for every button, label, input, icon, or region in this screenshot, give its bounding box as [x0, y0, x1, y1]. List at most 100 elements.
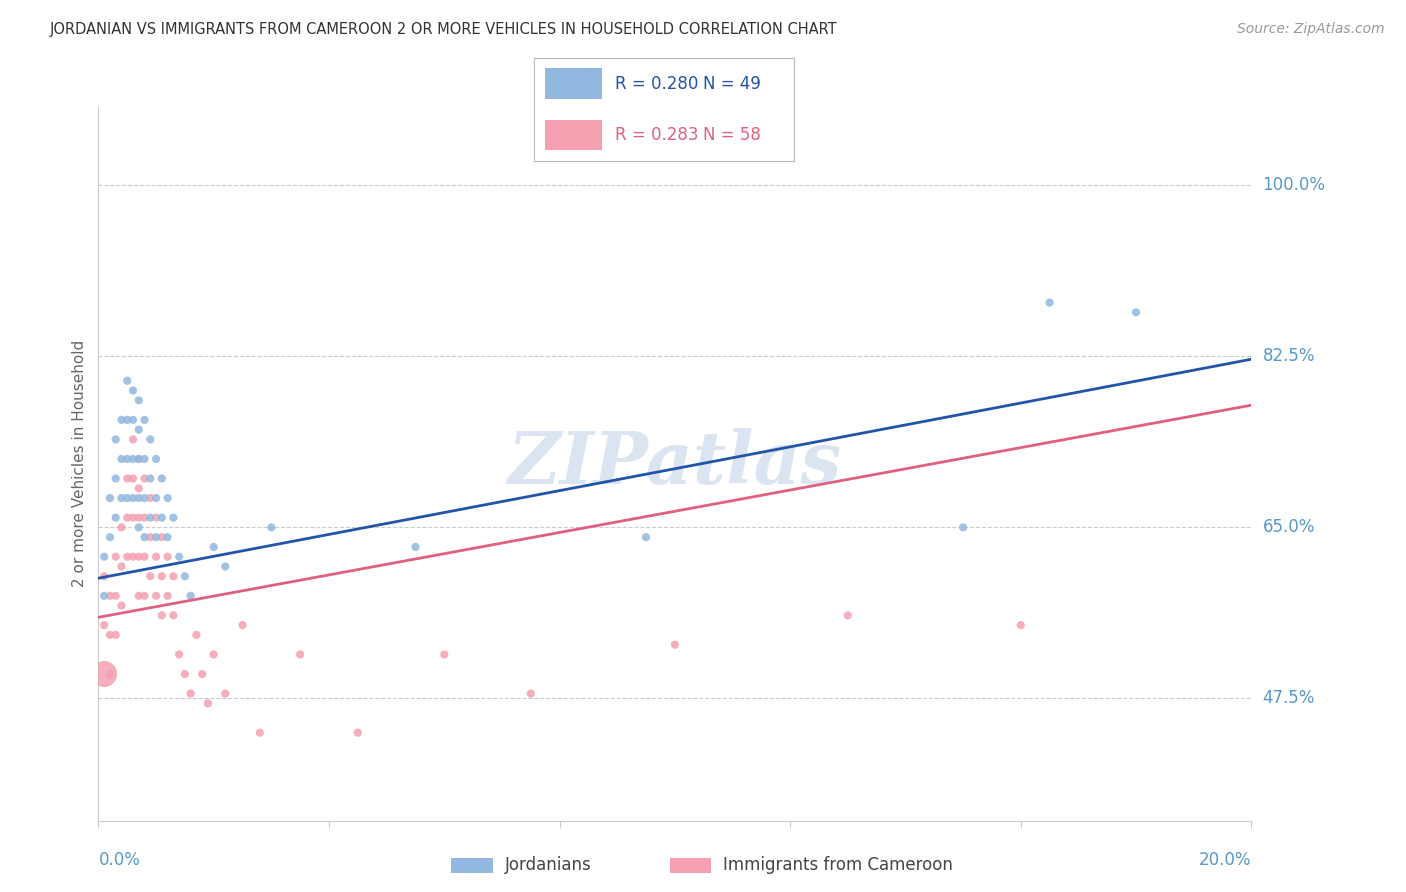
Point [202, 540, 225, 554]
Point [145, 452, 167, 467]
Point [214, 687, 236, 701]
Point [156, 549, 179, 564]
Point [134, 413, 156, 427]
Point [167, 648, 190, 662]
Point [150, 530, 173, 544]
Point [110, 520, 132, 534]
Point [117, 374, 138, 388]
Point [134, 452, 156, 467]
Point [156, 530, 179, 544]
Text: 65.0%: 65.0% [1263, 518, 1315, 536]
Point [128, 589, 150, 603]
Point [128, 452, 150, 467]
Point [139, 530, 162, 544]
Bar [669, 858, 711, 873]
Point [162, 510, 184, 524]
Point [1038, 295, 1062, 310]
Point [98, 530, 121, 544]
Point [156, 589, 179, 603]
Point [145, 491, 167, 505]
Point [128, 510, 150, 524]
Point [104, 589, 127, 603]
Point [98, 491, 121, 505]
Text: Jordanians: Jordanians [505, 856, 591, 874]
Point [191, 667, 214, 681]
Text: 0.0%: 0.0% [98, 851, 141, 869]
Point [952, 520, 974, 534]
Point [117, 471, 138, 485]
Point [134, 589, 156, 603]
Point [150, 510, 173, 524]
Text: 47.5%: 47.5% [1263, 690, 1315, 707]
Point [93, 549, 115, 564]
Point [162, 569, 184, 583]
Point [122, 491, 145, 505]
Point [122, 510, 145, 524]
Text: 100.0%: 100.0% [1263, 177, 1326, 194]
Point [117, 452, 138, 467]
Text: Source: ZipAtlas.com: Source: ZipAtlas.com [1237, 22, 1385, 37]
Point [1125, 305, 1147, 319]
Point [128, 520, 150, 534]
Point [110, 491, 132, 505]
Text: ZIPatlas: ZIPatlas [508, 428, 842, 500]
Point [122, 471, 145, 485]
Text: 82.5%: 82.5% [1263, 347, 1315, 366]
Point [104, 549, 127, 564]
Point [128, 481, 150, 495]
Point [167, 549, 190, 564]
Point [128, 491, 150, 505]
Point [117, 510, 138, 524]
Text: N = 49: N = 49 [703, 75, 761, 93]
Point [520, 687, 543, 701]
Point [110, 559, 132, 574]
Point [174, 569, 197, 583]
Point [110, 452, 132, 467]
Point [104, 433, 127, 447]
Point [1010, 618, 1032, 632]
Point [145, 549, 167, 564]
Point [346, 725, 368, 739]
Point [174, 667, 197, 681]
Point [145, 589, 167, 603]
Point [122, 549, 145, 564]
Point [186, 628, 208, 642]
Text: R = 0.283: R = 0.283 [614, 126, 699, 144]
Bar [544, 69, 602, 99]
Point [134, 491, 156, 505]
Point [122, 433, 145, 447]
Point [128, 452, 150, 467]
Point [98, 667, 121, 681]
Text: 20.0%: 20.0% [1199, 851, 1251, 869]
Point [197, 696, 219, 710]
Point [104, 510, 127, 524]
Point [664, 638, 686, 652]
Bar [544, 120, 602, 150]
Point [134, 530, 156, 544]
Point [145, 510, 167, 524]
Point [98, 589, 121, 603]
Point [145, 530, 167, 544]
Point [134, 471, 156, 485]
Point [93, 618, 115, 632]
Point [139, 510, 162, 524]
Point [122, 413, 145, 427]
Point [433, 648, 456, 662]
Point [290, 648, 312, 662]
Point [156, 491, 179, 505]
Point [636, 530, 658, 544]
Point [405, 540, 427, 554]
Point [122, 452, 145, 467]
Point [180, 687, 202, 701]
Point [98, 628, 121, 642]
Point [110, 413, 132, 427]
Point [837, 608, 859, 623]
Point [162, 608, 184, 623]
Point [249, 725, 271, 739]
Bar [451, 858, 492, 873]
Text: N = 58: N = 58 [703, 126, 761, 144]
Point [180, 589, 202, 603]
Text: Immigrants from Cameroon: Immigrants from Cameroon [723, 856, 953, 874]
Text: JORDANIAN VS IMMIGRANTS FROM CAMEROON 2 OR MORE VEHICLES IN HOUSEHOLD CORRELATIO: JORDANIAN VS IMMIGRANTS FROM CAMEROON 2 … [49, 22, 837, 37]
Point [260, 520, 283, 534]
